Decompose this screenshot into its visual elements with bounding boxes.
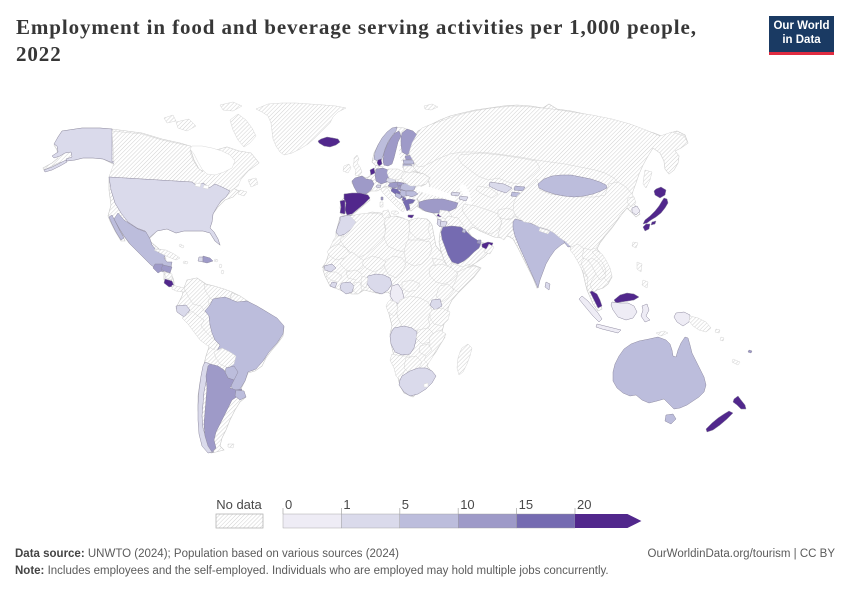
svg-text:0: 0 (285, 497, 292, 512)
svg-text:No data: No data (216, 497, 262, 512)
svg-text:10: 10 (460, 497, 474, 512)
svg-text:1: 1 (343, 497, 350, 512)
svg-text:20: 20 (577, 497, 591, 512)
svg-text:5: 5 (402, 497, 409, 512)
svg-text:15: 15 (519, 497, 533, 512)
